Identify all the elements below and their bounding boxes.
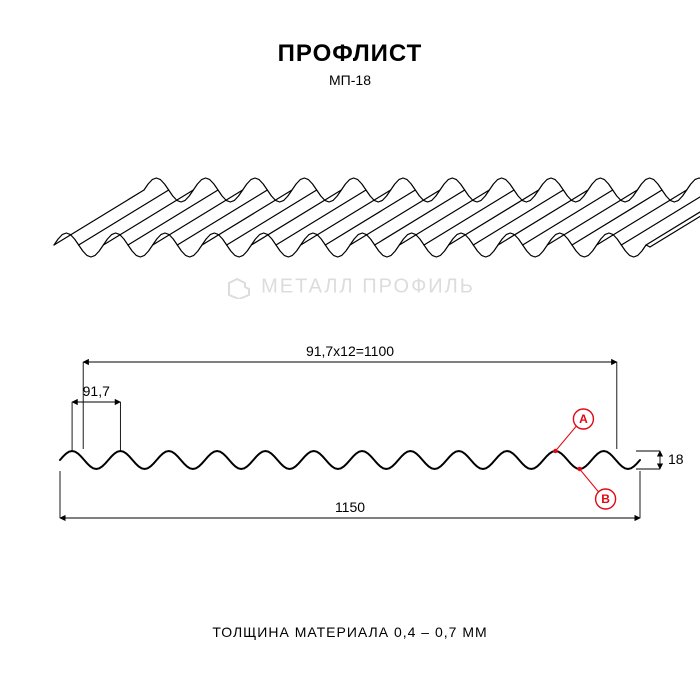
cross-section: 91,7х12=1100 91,7 1150 18 A B xyxy=(0,340,700,540)
title: ПРОФЛИСТ xyxy=(0,40,700,68)
page: ПРОФЛИСТ МП-18 МЕТАЛЛ ПРОФИЛЬ 91,7х12=11… xyxy=(0,0,700,700)
svg-text:A: A xyxy=(579,412,588,426)
footer: ТОЛЩИНА МАТЕРИАЛА 0,4 – 0,7 ММ xyxy=(0,624,700,640)
watermark: МЕТАЛЛ ПРОФИЛЬ xyxy=(0,275,700,299)
subtitle: МП-18 xyxy=(0,72,700,88)
svg-text:1150: 1150 xyxy=(335,499,365,515)
svg-text:B: B xyxy=(601,492,610,506)
svg-text:18: 18 xyxy=(668,451,684,467)
perspective-view xyxy=(0,115,700,265)
svg-text:91,7: 91,7 xyxy=(83,383,110,399)
svg-text:91,7х12=1100: 91,7х12=1100 xyxy=(306,343,394,359)
watermark-text: МЕТАЛЛ ПРОФИЛЬ xyxy=(261,275,475,297)
